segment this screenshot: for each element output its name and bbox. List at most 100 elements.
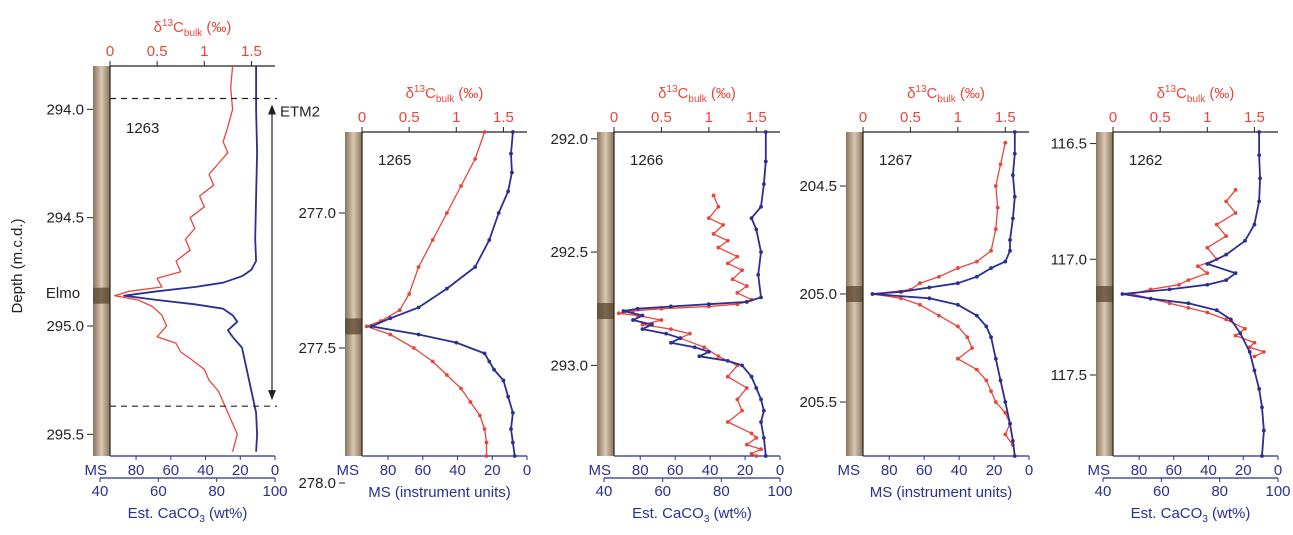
panel-1262-ms-tick-label: 80 [1131, 462, 1148, 479]
panel-1266-series-blue-point [763, 159, 768, 164]
panel-1266-series-blue-point [763, 130, 768, 134]
panel-1262-series-red-point [1261, 349, 1266, 354]
panel-1265: 0 0.5 1 1.5 δ13Cbulk (‰) 277.0 277.5 278.0 80 60 4… [298, 84, 531, 501]
panel-1262-caco3-main: Est. CaCO [1131, 505, 1203, 522]
panel-1267-series-blue-line [871, 132, 1016, 457]
panel-1266-series-blue-point [759, 250, 763, 254]
panel-1262-caco3-tick-label: 60 [1153, 483, 1170, 500]
panel-1267-series-red-point [936, 313, 941, 318]
panel-1266-series-red-point [730, 277, 735, 282]
panel-1266-series-red-line [618, 195, 762, 457]
panel-1265-series-red-point [416, 265, 421, 269]
panel-1266-series-blue-point [697, 354, 702, 359]
panel-1262-d13c-sup: 13 [1165, 84, 1177, 95]
panel-1266-d13c-units: (‰) [707, 85, 736, 102]
panel-1263-core-image [93, 66, 110, 456]
panel-1265-series-blue-point [509, 427, 513, 431]
panel-1266-series-blue-point [669, 304, 673, 309]
panel-1267-series-red-point [1003, 410, 1008, 415]
panel-1266-series-red-point [749, 451, 754, 456]
panel-1263-caco3-sub: 3 [199, 514, 205, 525]
panel-1266-series-red-point [759, 447, 763, 452]
panel-1266-series-blue-point [759, 204, 763, 209]
panel-1262-series-red-point [1224, 317, 1229, 322]
panel-1267-d13c-units: (‰) [956, 85, 985, 102]
panel-1266-top-tick-label: 1.5 [746, 109, 767, 126]
panel-1267-series-blue-point [974, 313, 979, 318]
panel-1262-series-red-point [1214, 222, 1219, 227]
panel-1267-series-blue-point [927, 285, 932, 290]
panel-1262-depth-tick-label: 117.0 [1051, 251, 1087, 268]
panel-1266-series-red-point [702, 345, 707, 350]
panel-1267-series-red-point [936, 274, 941, 279]
panel-1265-series-blue-point [473, 265, 478, 269]
panel-1267-series-red-point [974, 259, 979, 264]
panel-1266-series-blue-point [759, 397, 763, 402]
panel-1267-series-blue-point [1012, 454, 1017, 458]
panel-1265-series-blue-point [487, 238, 492, 242]
panel-1267-ms-axis-title: MS (instrument units) [870, 484, 1013, 501]
panel-1263-ms-tick-label: 80 [128, 462, 145, 479]
panel-1265-series-red-point [444, 211, 449, 215]
panel-1262-series-red-point [1205, 271, 1210, 276]
panel-1265-core-image [345, 132, 362, 456]
panel-1262-d13c-units: (‰) [1205, 85, 1234, 102]
panel-1266-d13c-c: C [678, 85, 689, 102]
panel-1263: 0 0.5 1 1.5 δ13Cbulk (‰) 294.0 294.5 295.0 295.5… [46, 18, 320, 525]
panel-1263-d13c-sub: bulk [184, 28, 203, 39]
panel-1267-series-blue-point [993, 356, 998, 361]
panel-1265-series-blue-point [510, 440, 515, 445]
panel-1263-ms-tick-label: 0 [271, 462, 279, 479]
panel-1265-series-blue-point [506, 189, 511, 194]
panel-1262-caco3-axis-title: Est. CaCO3 (wt%) [1131, 505, 1251, 525]
panel-1267-series-blue-point [1003, 259, 1008, 264]
panel-1267-series-blue-point [1008, 248, 1012, 253]
panel-1262-series-blue-point [1224, 278, 1229, 283]
panel-1266-series-red-point [735, 397, 740, 402]
panel-1262-series-red-point [1252, 340, 1257, 345]
panel-1265-series-red-point [468, 400, 473, 404]
panel-1265-site-label: 1265 [378, 152, 411, 169]
panel-1266-series-blue-line [622, 132, 767, 457]
panel-1266-series-red-point [716, 245, 721, 250]
panel-1267-series-blue-point [870, 292, 875, 296]
panel-1265-series-red-point [407, 292, 412, 296]
panel-1265-series-red-point [459, 184, 463, 188]
panel-1263-ms-tag: MS [85, 462, 108, 479]
panel-1267-series-blue-point [1010, 173, 1015, 178]
panel-1267-series-blue-point [955, 281, 960, 286]
panel-1262-series-red-point [1177, 282, 1181, 287]
panel-1266-series-red-point [744, 386, 749, 390]
panel-1266-series-blue-point [631, 318, 635, 322]
panel-1262-top-tick-label: 0.5 [1150, 109, 1171, 126]
panel-1266-top-tick-label: 1 [705, 109, 713, 126]
panel-1266-series-red-point [725, 238, 730, 243]
panel-1262-series-blue-point [1257, 386, 1262, 391]
panel-1262-series-blue-point [1261, 428, 1266, 433]
panel-1267-series-red-point [1003, 140, 1008, 145]
panel-1263-depth-tick-label: 294.0 [46, 101, 84, 118]
panel-1265-series-blue-point [492, 367, 496, 372]
panel-1267-series-red-point [993, 227, 998, 232]
panel-1265-series-red-point [397, 308, 402, 313]
panel-1263-d13c-axis-title: δ13Cbulk (‰) [154, 18, 232, 39]
panel-1267-series-blue-point [989, 335, 993, 340]
panel-1266-series-blue-point [749, 374, 754, 379]
panel-1265-series-red-point [473, 157, 478, 161]
panel-1263-d13c-units: (‰) [202, 19, 231, 36]
panel-1262-series-blue-point [1257, 153, 1262, 158]
panel-1262-site-label: 1262 [1129, 152, 1162, 169]
panel-1263-etm2-label: ETM2 [280, 104, 320, 121]
panel-1262-series-blue-point [1252, 368, 1257, 373]
panel-1266-series-red-point [754, 435, 759, 440]
panel-1262-top-tick-label: 1 [1203, 109, 1211, 126]
panel-1262-top-tick-label: 0 [1109, 109, 1117, 126]
panel-1265-core-event-band [345, 318, 362, 335]
panel-1265-series-blue-point [416, 305, 421, 310]
panel-1265-series-red-point [482, 130, 487, 134]
panel-1266-series-red-point [640, 322, 645, 327]
panel-1262-series-red-point [1233, 187, 1238, 192]
panel-1266-series-blue-point [754, 386, 759, 390]
panel-1263-elmo-label: Elmo [46, 285, 80, 302]
